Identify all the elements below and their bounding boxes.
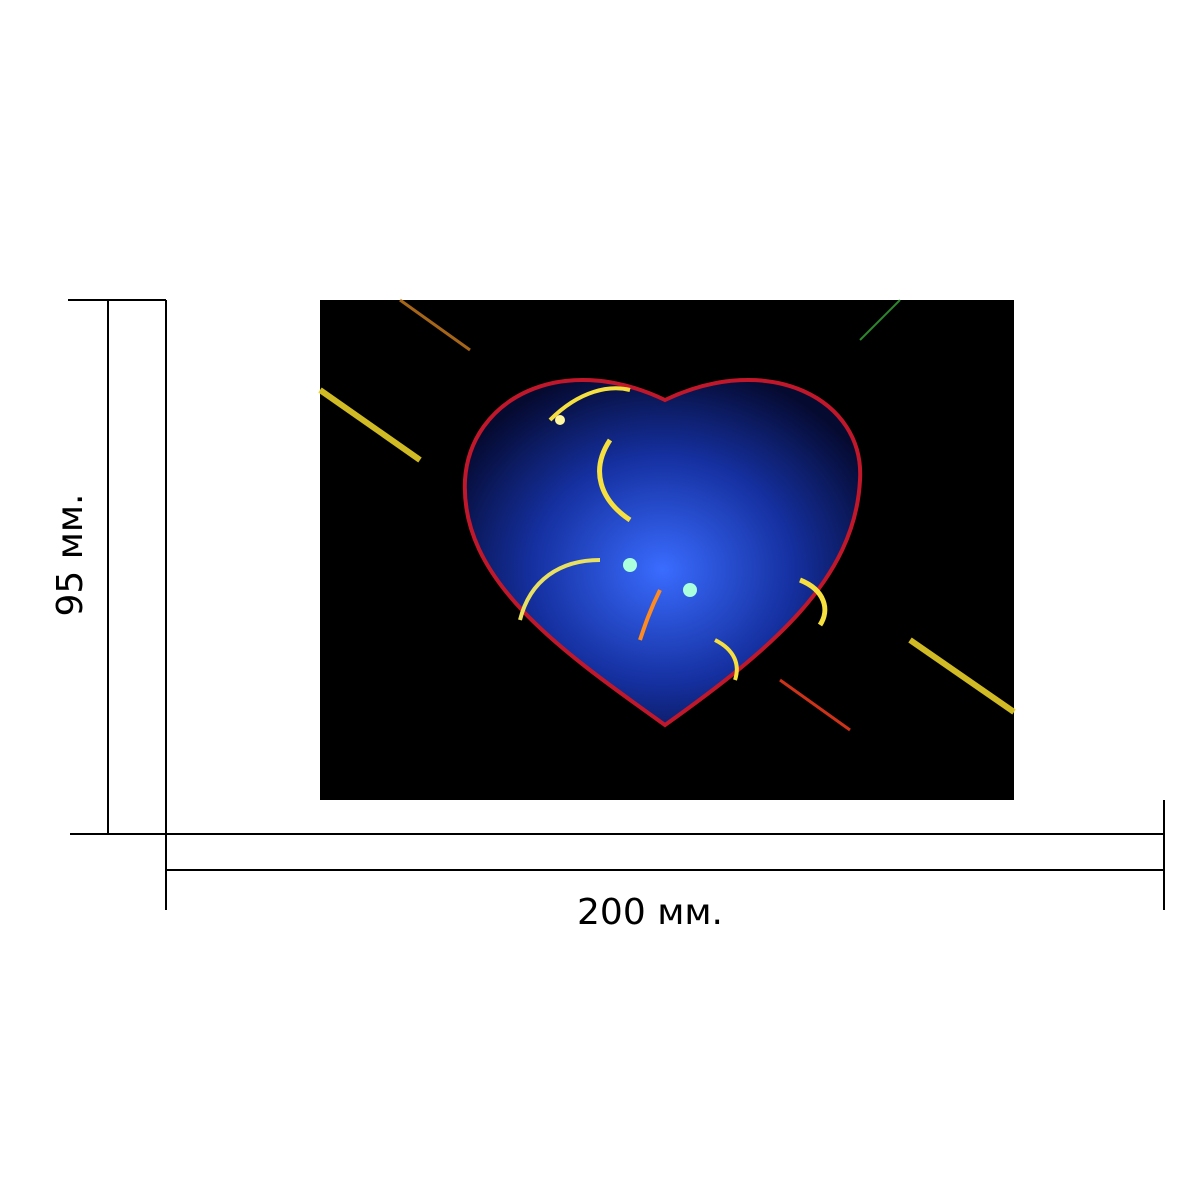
swirl [548,386,631,422]
light-streak [908,637,1016,715]
heart [462,377,863,728]
light-streak [318,387,422,463]
light-streak [399,298,471,352]
light-streak [779,678,851,732]
height-label: 95 мм. [50,493,91,616]
swirl [798,577,828,627]
light-streak [859,299,901,341]
product-image [165,298,1016,830]
dimension-lines [68,299,1165,910]
swirl [638,589,662,641]
swirl [518,558,601,621]
sparkle [555,415,565,425]
swirl [714,638,739,681]
sparkle [683,583,697,597]
swirl [597,438,632,523]
width-label: 200 мм. [577,892,723,933]
sparkle [623,558,637,572]
